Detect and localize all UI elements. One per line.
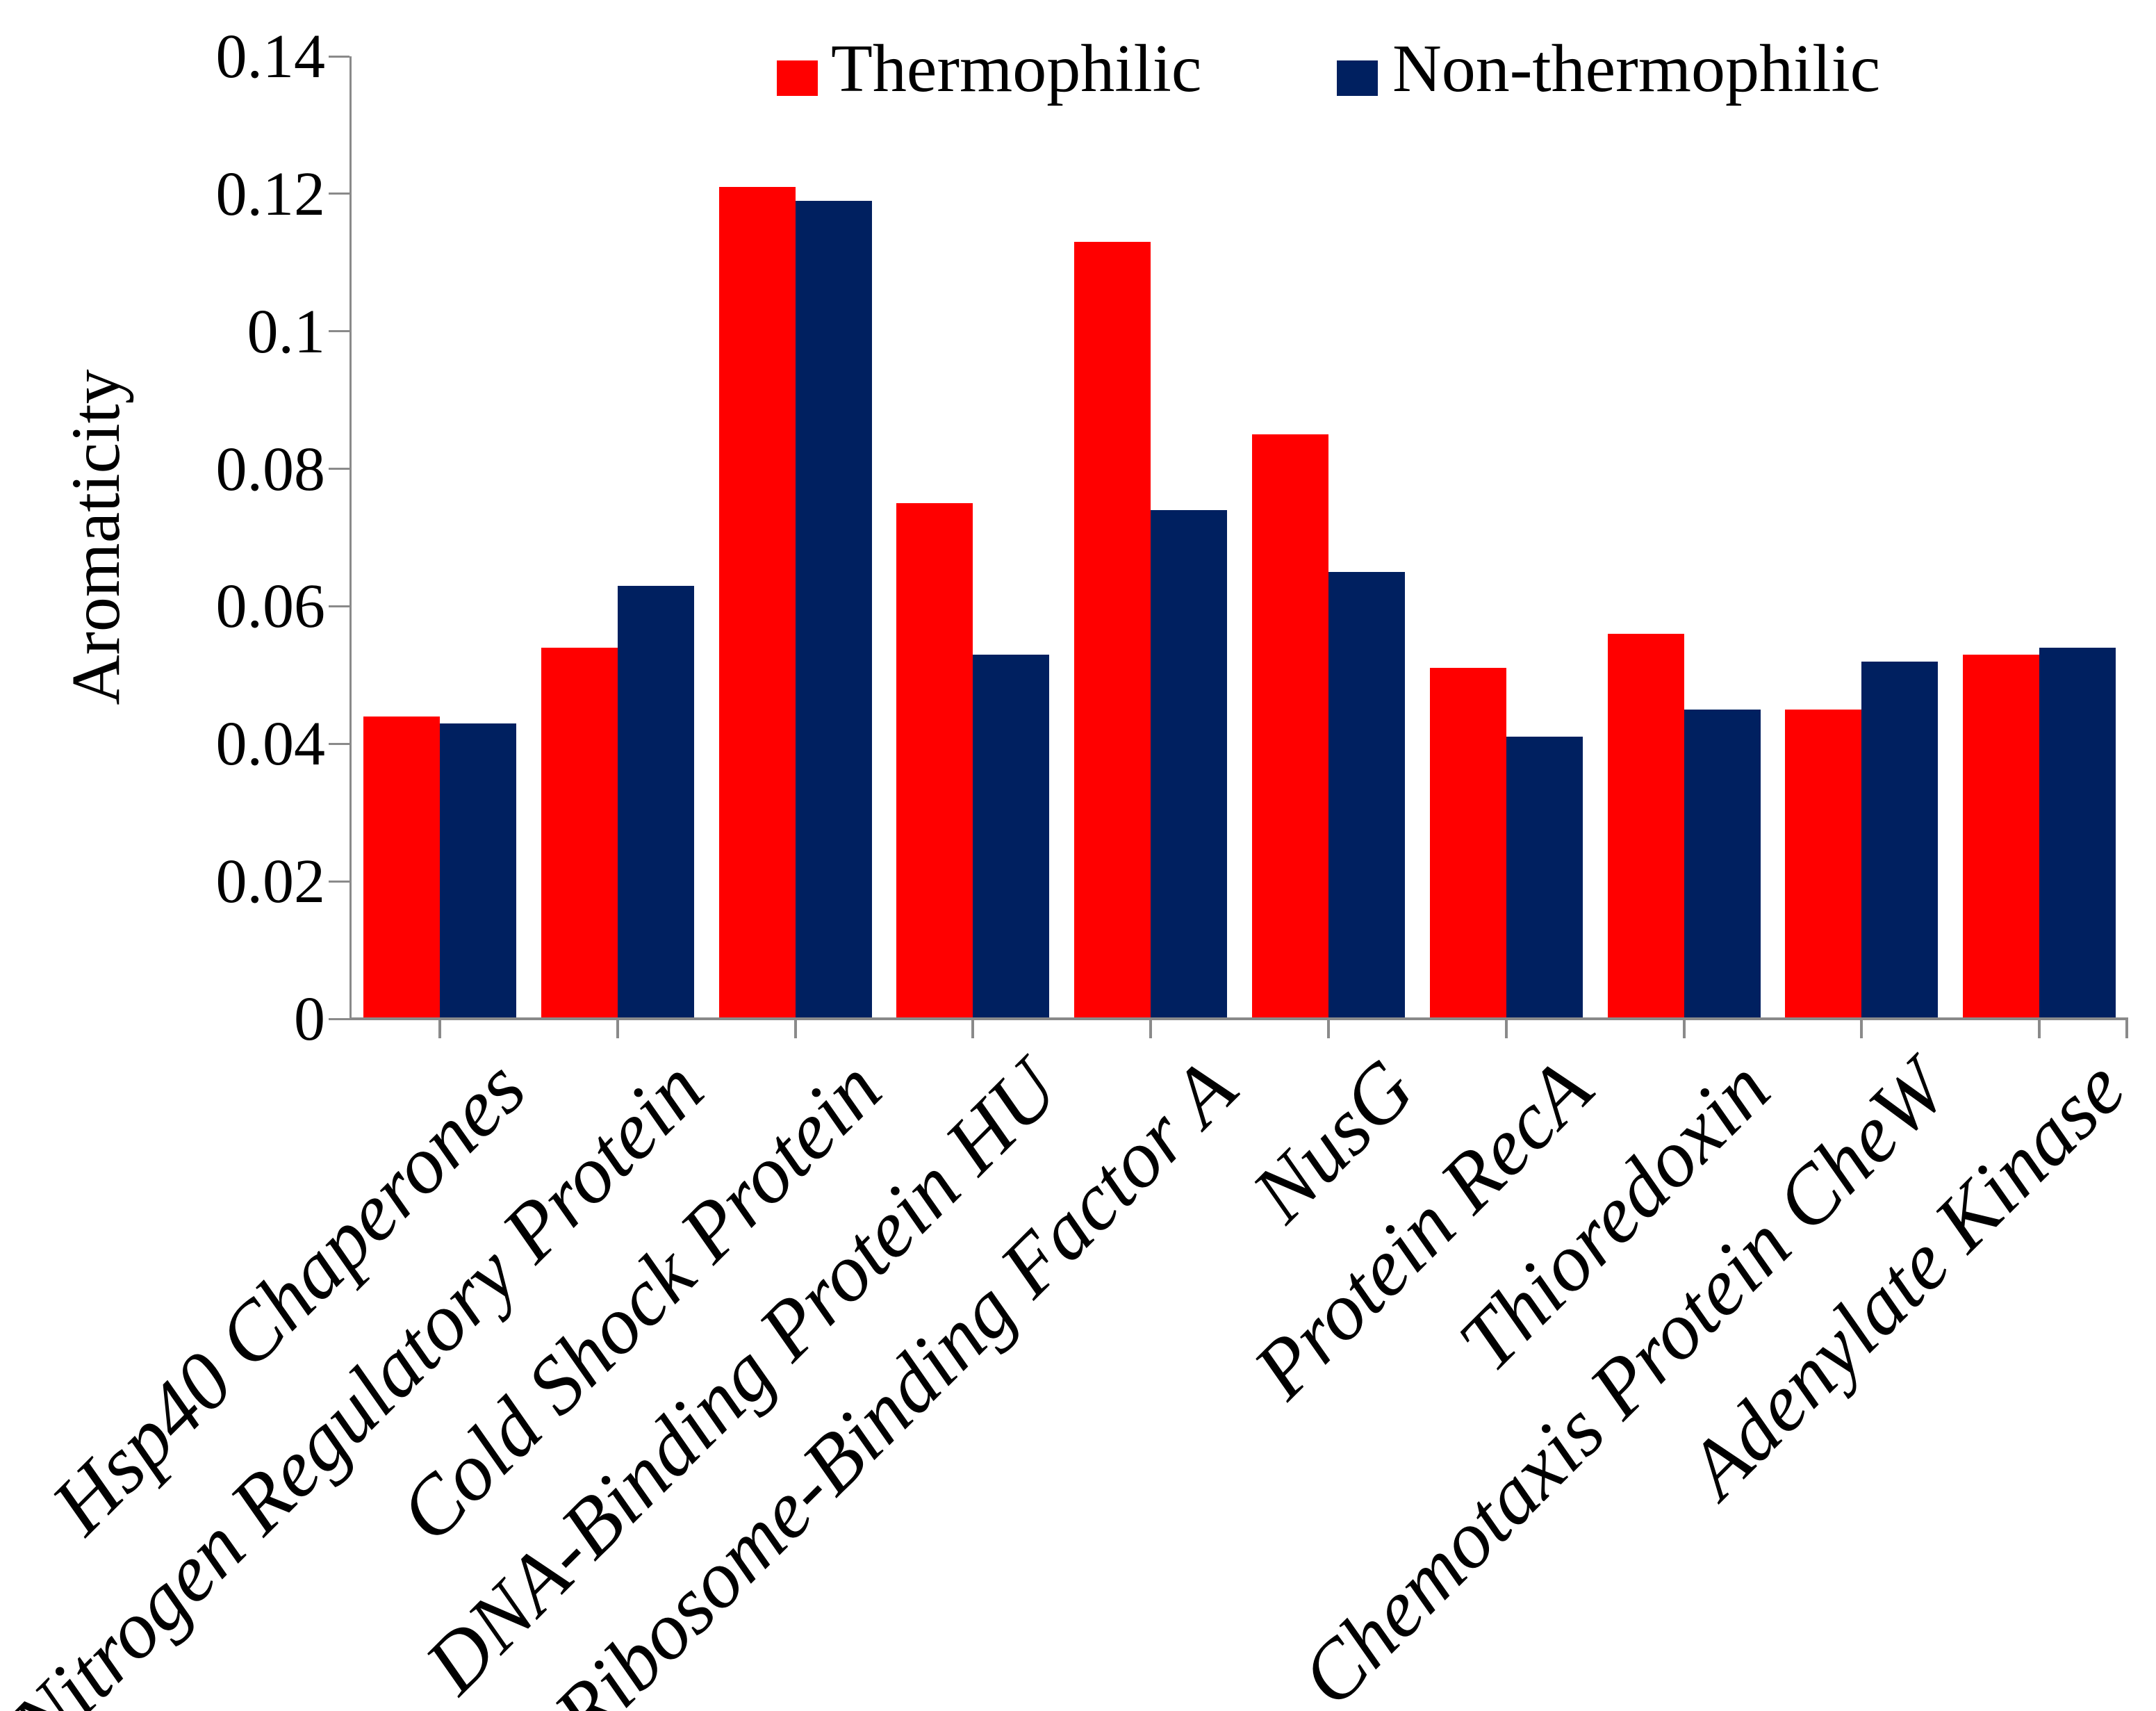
y-tick xyxy=(329,193,349,195)
legend-label-thermophilic: Thermophilic xyxy=(831,31,1202,106)
y-tick xyxy=(329,55,349,58)
bar-non-thermophilic xyxy=(795,200,872,1019)
bar-non-thermophilic xyxy=(1684,709,1761,1019)
x-tick xyxy=(1682,1019,1686,1038)
y-tick-label: 0 xyxy=(294,985,325,1054)
bar-thermophilic xyxy=(1074,242,1151,1019)
x-tick xyxy=(1860,1019,1863,1038)
bar-thermophilic xyxy=(1251,434,1328,1019)
y-tick xyxy=(329,1017,349,1020)
y-tick xyxy=(329,330,349,333)
x-tick xyxy=(438,1019,441,1038)
bar-thermophilic xyxy=(896,503,973,1019)
y-tick-label: 0.08 xyxy=(215,434,326,504)
legend-swatch-non-thermophilic xyxy=(1337,60,1378,96)
x-tick xyxy=(1149,1019,1153,1038)
x-tick xyxy=(2038,1019,2041,1038)
x-tick xyxy=(1326,1019,1330,1038)
bar-thermophilic xyxy=(363,716,440,1019)
legend-label-non-thermophilic: Non-thermophilic xyxy=(1392,31,1881,106)
y-axis-line xyxy=(349,56,352,1019)
x-axis-line xyxy=(349,1017,2128,1020)
bar-non-thermophilic xyxy=(1151,509,1228,1019)
x-tick xyxy=(793,1019,797,1038)
x-tick-end xyxy=(2125,1019,2128,1038)
bar-thermophilic xyxy=(541,647,618,1019)
x-tick xyxy=(971,1019,975,1038)
x-tick xyxy=(1504,1019,1508,1038)
y-axis-title: Aromaticity xyxy=(57,369,134,705)
y-tick-label: 0.1 xyxy=(247,297,326,366)
y-tick-label: 0.14 xyxy=(215,22,326,91)
y-tick xyxy=(329,742,349,745)
legend-swatch-thermophilic xyxy=(777,60,818,96)
y-tick-label: 0.04 xyxy=(215,710,326,779)
y-tick-label: 0.06 xyxy=(215,572,326,641)
y-tick xyxy=(329,605,349,607)
y-tick-label: 0.12 xyxy=(215,159,326,229)
bar-non-thermophilic xyxy=(617,585,694,1019)
bar-non-thermophilic xyxy=(439,723,516,1019)
y-tick-label: 0.02 xyxy=(215,847,326,917)
bar-non-thermophilic xyxy=(973,654,1050,1019)
bar-non-thermophilic xyxy=(2039,647,2116,1019)
y-tick xyxy=(329,468,349,470)
bar-non-thermophilic xyxy=(1328,571,1405,1019)
bar-thermophilic xyxy=(718,186,796,1019)
bar-non-thermophilic xyxy=(1506,737,1583,1019)
bar-thermophilic xyxy=(1785,709,1862,1019)
y-tick xyxy=(329,880,349,883)
bar-thermophilic xyxy=(1429,668,1506,1019)
bar-thermophilic xyxy=(1963,654,2040,1019)
bar-thermophilic xyxy=(1607,634,1684,1019)
bar-non-thermophilic xyxy=(1861,661,1939,1019)
x-tick xyxy=(616,1019,619,1038)
